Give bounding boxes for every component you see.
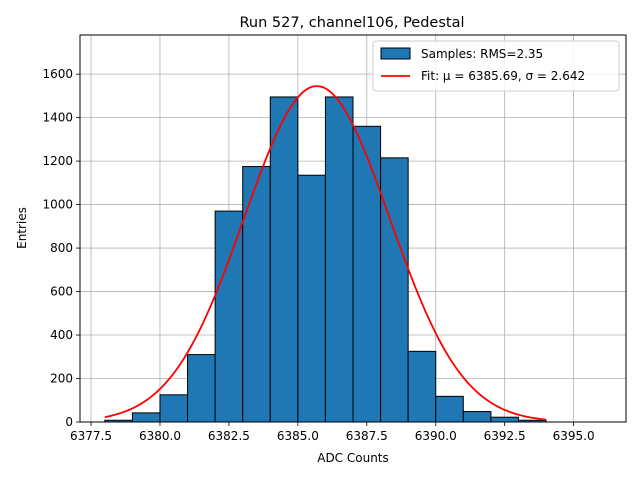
- x-axis-ticks: 6377.5 6380.0 6382.5 6385.0 6387.5 6390.0 6392…: [70, 422, 595, 443]
- histogram-bar: [242, 166, 271, 423]
- x-tick-label: 6387.5: [346, 429, 388, 443]
- x-tick-label: 6377.5: [70, 429, 112, 443]
- legend-histogram-swatch: [380, 47, 411, 60]
- legend: Samples: RMS=2.35 Fit: μ = 6385.69, σ = …: [372, 40, 620, 92]
- x-tick-label: 6380.0: [139, 429, 181, 443]
- histogram-bar: [352, 125, 382, 423]
- x-axis-label: ADC Counts: [317, 451, 389, 465]
- x-tick-label: 6390.0: [415, 429, 457, 443]
- histogram-bar: [380, 157, 409, 423]
- y-tick-label: 200: [50, 372, 73, 386]
- histogram-bar: [159, 394, 189, 423]
- y-axis-label: Entries: [15, 207, 29, 249]
- x-tick-label: 6395.0: [553, 429, 595, 443]
- y-tick-label: 1400: [42, 111, 73, 125]
- y-tick-label: 600: [50, 285, 73, 299]
- y-tick-label: 1600: [42, 67, 73, 81]
- x-tick-label: 6382.5: [208, 429, 250, 443]
- histogram-bars: [104, 96, 547, 423]
- legend-histogram-label: Samples: RMS=2.35: [421, 47, 543, 61]
- histogram-bar: [324, 96, 354, 423]
- y-axis-ticks: 0 200 400 600 800 1000 1200 1400 1600: [42, 67, 80, 429]
- gaussian-fit-line: [104, 85, 547, 421]
- legend-fit-label: Fit: μ = 6385.69, σ = 2.642: [421, 69, 585, 83]
- y-tick-label: 0: [65, 415, 73, 429]
- y-tick-label: 800: [50, 241, 73, 255]
- histogram-bar: [297, 174, 326, 423]
- histogram-bar: [490, 416, 519, 423]
- y-tick-label: 1200: [42, 154, 73, 168]
- histogram-bar: [435, 395, 464, 423]
- x-tick-label: 6385.0: [277, 429, 319, 443]
- y-tick-label: 400: [50, 328, 73, 342]
- histogram-bar: [269, 96, 299, 423]
- y-tick-label: 1000: [42, 198, 73, 212]
- chart-title: Run 527, channel106, Pedestal: [239, 15, 464, 31]
- histogram-bar: [462, 411, 492, 423]
- x-tick-label: 6392.5: [484, 429, 526, 443]
- histogram-bar: [131, 412, 161, 423]
- histogram-bar: [407, 350, 437, 423]
- histogram-bar: [214, 210, 244, 423]
- legend-box: [372, 40, 620, 92]
- plot-frame: [79, 34, 627, 423]
- histogram-bar: [187, 354, 216, 423]
